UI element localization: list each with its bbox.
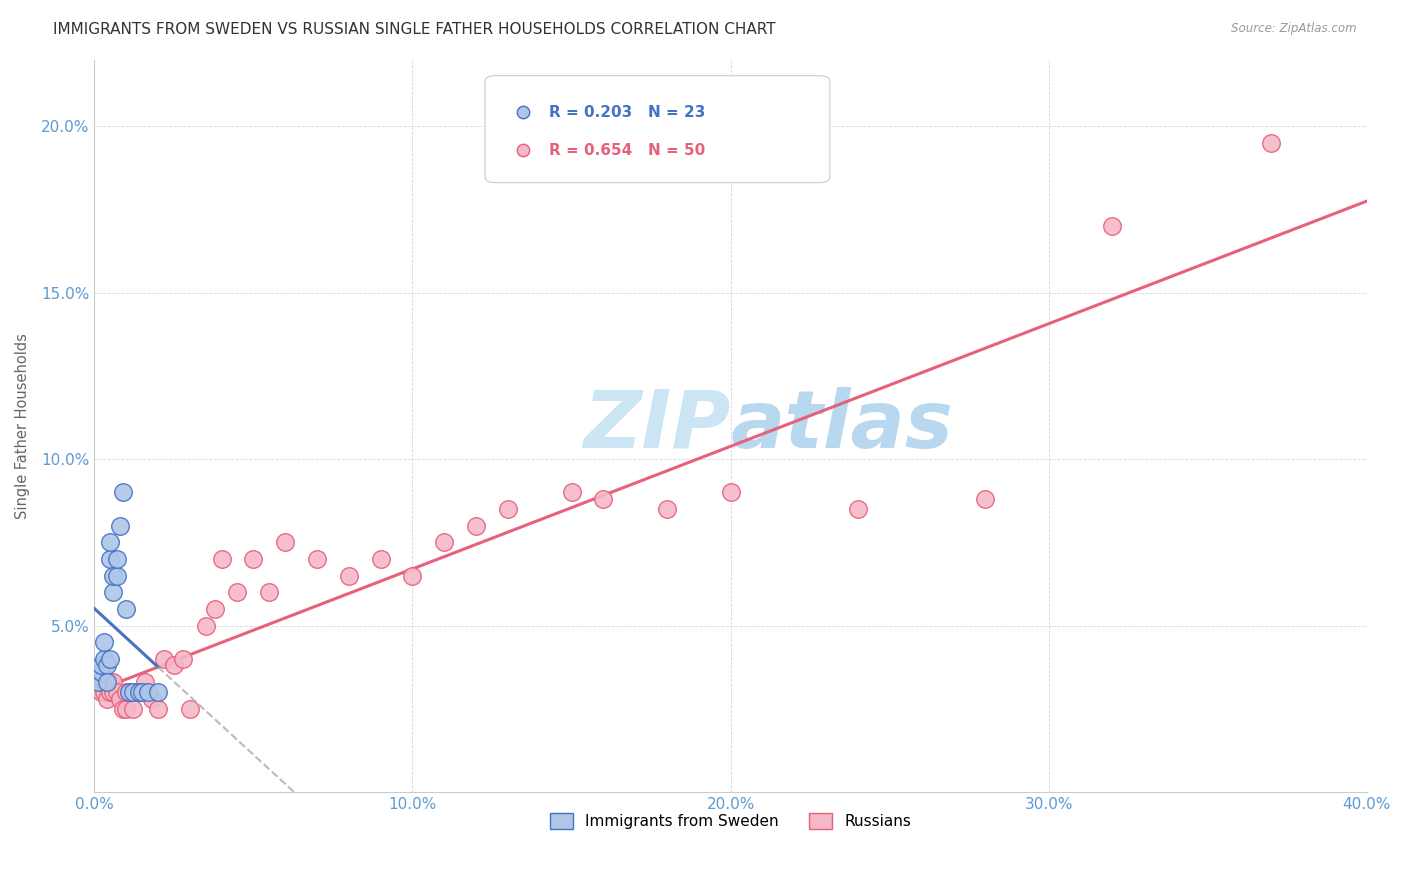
Point (592, 491, 614, 506)
Point (163, 658, 186, 673)
Point (204, 602, 226, 616)
Y-axis label: Single Father Households: Single Father Households (15, 333, 30, 519)
Point (131, 685, 153, 699)
Text: atlas: atlas (731, 387, 953, 465)
Point (96, 658, 118, 673)
Point (105, 568, 128, 582)
Point (846, 502, 869, 516)
Point (103, 685, 125, 699)
Point (96, 678, 118, 692)
Point (105, 552, 128, 566)
Text: Source: ZipAtlas.com: Source: ZipAtlas.com (1232, 22, 1357, 36)
Point (259, 585, 281, 599)
Point (93, 635, 115, 649)
Point (86, 678, 108, 692)
Point (103, 585, 125, 599)
Point (93, 675, 115, 690)
Point (242, 552, 264, 566)
Text: ZIP: ZIP (583, 387, 731, 465)
Point (337, 568, 360, 582)
Point (98, 535, 121, 549)
Point (103, 568, 125, 582)
Point (274, 535, 297, 549)
Point (98, 685, 121, 699)
Point (90, 685, 112, 699)
FancyBboxPatch shape (485, 76, 830, 183)
Point (141, 691, 163, 706)
Point (560, 485, 582, 500)
Point (179, 702, 201, 716)
Point (433, 535, 456, 549)
Point (90, 665, 112, 679)
Point (98, 675, 121, 690)
Point (115, 685, 138, 699)
Legend: Immigrants from Sweden, Russians: Immigrants from Sweden, Russians (544, 807, 917, 836)
Point (93, 685, 115, 699)
Point (108, 691, 131, 706)
Point (974, 491, 997, 506)
Point (96, 691, 118, 706)
Point (103, 675, 125, 690)
Point (115, 702, 138, 716)
Point (370, 552, 392, 566)
Point (111, 702, 134, 716)
Point (720, 485, 742, 500)
Point (86, 675, 108, 690)
Point (134, 675, 156, 690)
Point (496, 502, 519, 516)
Point (98, 652, 121, 666)
Point (305, 552, 328, 566)
Point (115, 602, 138, 616)
Point (90, 668, 112, 682)
Point (93, 652, 115, 666)
Point (194, 618, 217, 632)
Point (118, 685, 141, 699)
Point (105, 685, 128, 699)
Point (172, 652, 194, 666)
Point (131, 685, 153, 699)
Point (146, 685, 169, 699)
Point (121, 685, 143, 699)
Point (465, 518, 488, 533)
Text: R = 0.203   N = 23: R = 0.203 N = 23 (548, 104, 704, 120)
Point (121, 702, 143, 716)
Point (111, 485, 134, 500)
Point (118, 685, 141, 699)
Text: IMMIGRANTS FROM SWEDEN VS RUSSIAN SINGLE FATHER HOUSEHOLDS CORRELATION CHART: IMMIGRANTS FROM SWEDEN VS RUSSIAN SINGLE… (53, 22, 776, 37)
Point (128, 685, 150, 699)
Point (401, 568, 423, 582)
Point (1101, 219, 1123, 233)
Point (211, 552, 233, 566)
Point (125, 685, 148, 699)
Point (138, 685, 160, 699)
Text: R = 0.654   N = 50: R = 0.654 N = 50 (548, 143, 704, 158)
Point (98, 552, 121, 566)
Point (146, 702, 169, 716)
Point (655, 502, 678, 516)
Point (108, 518, 131, 533)
Point (153, 652, 176, 666)
Point (128, 685, 150, 699)
Point (90, 658, 112, 673)
Point (1260, 136, 1282, 150)
Point (226, 585, 249, 599)
Point (96, 675, 118, 690)
